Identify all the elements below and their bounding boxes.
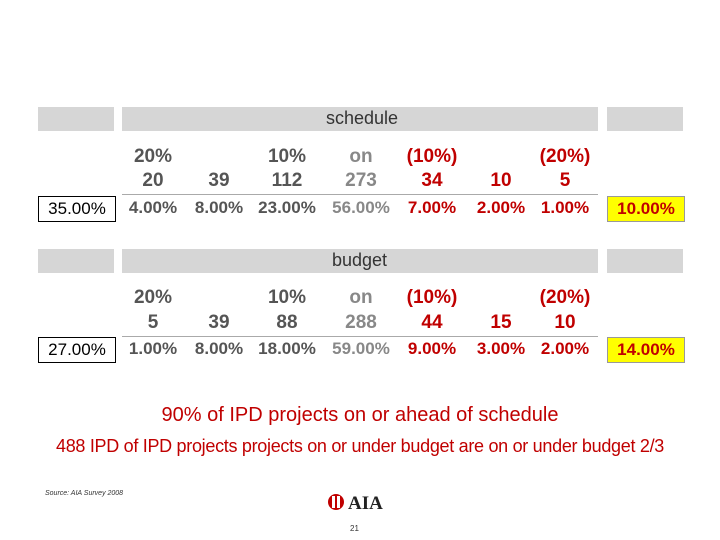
summary-line-2: 488 IPD of IPD projects projects on or u…: [56, 436, 664, 456]
budget-col4-label: on: [349, 287, 373, 308]
schedule-pct-2: 8.00%: [194, 198, 244, 217]
budget-pct-3: 18.00%: [258, 339, 316, 358]
schedule-count-3: 112: [271, 170, 303, 191]
schedule-left-band: [38, 107, 114, 131]
budget-pct-5: 9.00%: [407, 339, 457, 358]
budget-count-6: 15: [490, 312, 512, 333]
budget-count-4: 288: [345, 312, 377, 333]
schedule-pct-5: 7.00%: [407, 198, 457, 217]
schedule-right-total: 10.00%: [607, 196, 685, 222]
schedule-pct-7: 1.00%: [540, 198, 590, 217]
budget-count-2: 39: [208, 312, 230, 333]
schedule-col7-label: (20%): [539, 146, 591, 167]
schedule-pct-3: 23.00%: [258, 198, 316, 217]
budget-pct-6: 3.00%: [476, 339, 526, 358]
budget-col7-label: (20%): [539, 287, 591, 308]
schedule-count-1: 20: [142, 170, 164, 191]
schedule-col3-label: 10%: [267, 146, 307, 167]
budget-right-total: 14.00%: [607, 337, 685, 363]
aia-logo-icon: AIA: [328, 493, 383, 514]
schedule-pct-4: 56.00%: [332, 198, 390, 217]
schedule-count-4: 273: [345, 170, 377, 191]
schedule-header: schedule: [326, 108, 399, 128]
budget-header: budget: [332, 250, 388, 270]
summary-line-1: 90% of IPD projects on or ahead of sched…: [161, 404, 559, 426]
schedule-count-7: 5: [559, 170, 571, 191]
budget-col1-label: 20%: [133, 287, 173, 308]
budget-pct-2: 8.00%: [194, 339, 244, 358]
schedule-left-total: 35.00%: [38, 196, 116, 222]
svg-text:AIA: AIA: [348, 493, 383, 514]
budget-right-band: [607, 249, 683, 273]
budget-left-total: 27.00%: [38, 337, 116, 363]
schedule-header-band: [122, 107, 598, 131]
source-note: Source: AIA Survey 2008: [45, 490, 124, 497]
schedule-divider: [122, 194, 598, 195]
schedule-col4-label: on: [349, 146, 373, 167]
schedule-col5-label: (10%): [406, 146, 458, 167]
budget-divider: [122, 336, 598, 337]
budget-pct-7: 2.00%: [540, 339, 590, 358]
budget-header-band: [122, 249, 598, 273]
budget-left-band: [38, 249, 114, 273]
schedule-count-6: 10: [490, 170, 512, 191]
aia-logo: AIA: [326, 490, 406, 519]
budget-col5-label: (10%): [406, 287, 458, 308]
budget-count-1: 5: [147, 312, 159, 333]
schedule-right-band: [607, 107, 683, 131]
schedule-col1-label: 20%: [133, 146, 173, 167]
budget-count-3: 88: [276, 312, 298, 333]
budget-count-5: 44: [421, 312, 443, 333]
schedule-count-2: 39: [208, 170, 230, 191]
budget-pct-4: 59.00%: [332, 339, 390, 358]
schedule-pct-1: 4.00%: [128, 198, 178, 217]
schedule-pct-6: 2.00%: [476, 198, 526, 217]
budget-pct-1: 1.00%: [128, 339, 178, 358]
schedule-count-5: 34: [421, 170, 443, 191]
page-number: 21: [350, 524, 359, 533]
budget-count-7: 10: [554, 312, 576, 333]
budget-col3-label: 10%: [267, 287, 307, 308]
